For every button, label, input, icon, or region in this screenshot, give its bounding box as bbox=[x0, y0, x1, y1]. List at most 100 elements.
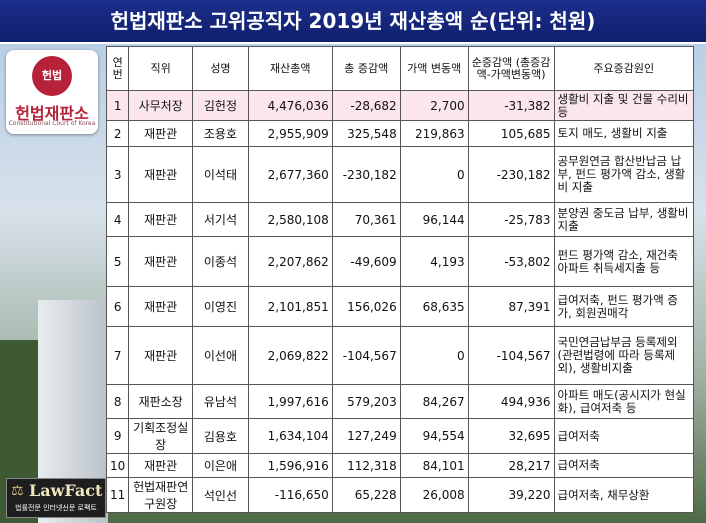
cell-change: 65,228 bbox=[331, 477, 401, 513]
header-no: 연번 bbox=[105, 46, 130, 91]
cell-change: -230,182 bbox=[331, 146, 401, 203]
cell-reason: 국민연금납부금 등록제외(관련법령에 따라 등록제외), 생활비지출 bbox=[553, 326, 695, 385]
cell-change: 70,361 bbox=[331, 202, 401, 237]
table-row: 2 재판관 조용호 2,955,909 325,548 219,863 105,685 토지 … bbox=[105, 120, 695, 147]
cell-total: 2,069,822 bbox=[247, 326, 333, 385]
cell-valuation: 26,008 bbox=[399, 477, 469, 513]
cell-no: 11 bbox=[105, 477, 130, 513]
asset-table: 연번 직위 성명 재산총액 총 증감액 가액 변동액 순증감액 (총증감액-가액… bbox=[105, 46, 695, 513]
cell-total: 2,207,862 bbox=[247, 236, 333, 287]
cell-no: 2 bbox=[105, 120, 130, 147]
header-position: 직위 bbox=[128, 46, 194, 91]
court-logo: 헌법 헌법재판소 Constitutional Court of Korea bbox=[6, 50, 98, 134]
table-row: 1 사무처장 김헌정 4,476,036 -28,682 2,700 -31,382 생활비 … bbox=[105, 90, 695, 121]
header-change: 총 증감액 bbox=[331, 46, 401, 91]
cell-name: 김용호 bbox=[192, 418, 249, 454]
cell-position: 재판관 bbox=[128, 453, 194, 478]
table-row: 9 기획조정실장 김용호 1,634,104 127,249 94,554 32,695 급여… bbox=[105, 418, 695, 454]
cell-name: 유남석 bbox=[192, 384, 249, 419]
cell-name: 김헌정 bbox=[192, 90, 249, 121]
header-valuation: 가액 변동액 bbox=[399, 46, 469, 91]
cell-no: 7 bbox=[105, 326, 130, 385]
court-emblem-icon: 헌법 bbox=[32, 56, 72, 96]
header-total: 재산총액 bbox=[247, 46, 333, 91]
header-net: 순증감액 (총증감액-가액변동액) bbox=[467, 46, 555, 91]
page-title: 헌법재판소 고위공직자 2019년 재산총액 순(단위: 천원) bbox=[0, 0, 706, 44]
lawfact-tagline: 법률전문 인터넷신문 로팩트 bbox=[15, 504, 97, 512]
cell-valuation: 0 bbox=[399, 326, 469, 385]
cell-reason: 급여저축, 펀드 평가액 증가, 회원권매각 bbox=[553, 286, 695, 327]
table-row: 10 재판관 이은애 1,596,916 112,318 84,101 28,217 급여저축 bbox=[105, 453, 695, 478]
cell-valuation: 84,101 bbox=[399, 453, 469, 478]
cell-valuation: 0 bbox=[399, 146, 469, 203]
cell-name: 이선애 bbox=[192, 326, 249, 385]
cell-name: 석인선 bbox=[192, 477, 249, 513]
cell-no: 10 bbox=[105, 453, 130, 478]
cell-no: 6 bbox=[105, 286, 130, 327]
court-logo-name: 헌법재판소 bbox=[15, 104, 89, 123]
cell-reason: 생활비 지출 및 건물 수리비 등 bbox=[553, 90, 695, 121]
cell-reason: 분양권 중도금 납부, 생활비 지출 bbox=[553, 202, 695, 237]
table-header-row: 연번 직위 성명 재산총액 총 증감액 가액 변동액 순증감액 (총증감액-가액… bbox=[105, 46, 695, 91]
header-name: 성명 bbox=[192, 46, 249, 91]
cell-total: 1,997,616 bbox=[247, 384, 333, 419]
cell-total: 1,634,104 bbox=[247, 418, 333, 454]
cell-valuation: 68,635 bbox=[399, 286, 469, 327]
cell-valuation: 94,554 bbox=[399, 418, 469, 454]
cell-valuation: 84,267 bbox=[399, 384, 469, 419]
table-row: 6 재판관 이영진 2,101,851 156,026 68,635 87,391 급여저축,… bbox=[105, 286, 695, 327]
cell-change: -104,567 bbox=[331, 326, 401, 385]
cell-position: 재판관 bbox=[128, 286, 194, 327]
table-row: 4 재판관 서기석 2,580,108 70,361 96,144 -25,783 분양권 중… bbox=[105, 202, 695, 237]
cell-position: 기획조정실장 bbox=[128, 418, 194, 454]
cell-name: 조용호 bbox=[192, 120, 249, 147]
cell-net: -104,567 bbox=[467, 326, 555, 385]
table-row: 3 재판관 이석태 2,677,360 -230,182 0 -230,182 공무원연금 합… bbox=[105, 146, 695, 203]
cell-net: 28,217 bbox=[467, 453, 555, 478]
cell-change: 127,249 bbox=[331, 418, 401, 454]
cell-position: 재판관 bbox=[128, 120, 194, 147]
cell-position: 재판관 bbox=[128, 146, 194, 203]
table-row: 11 헌법재판연구원장 석인선 -116,650 65,228 26,008 39,220 급… bbox=[105, 477, 695, 513]
table-row: 5 재판관 이종석 2,207,862 -49,609 4,193 -53,802 펀드 평가… bbox=[105, 236, 695, 287]
cell-no: 8 bbox=[105, 384, 130, 419]
cell-change: 325,548 bbox=[331, 120, 401, 147]
cell-no: 1 bbox=[105, 90, 130, 121]
cell-position: 사무처장 bbox=[128, 90, 194, 121]
cell-change: -49,609 bbox=[331, 236, 401, 287]
cell-no: 3 bbox=[105, 146, 130, 203]
cell-net: -230,182 bbox=[467, 146, 555, 203]
cell-name: 서기석 bbox=[192, 202, 249, 237]
cell-valuation: 4,193 bbox=[399, 236, 469, 287]
lawfact-watermark: ⚖ LawFact 법률전문 인터넷신문 로팩트 bbox=[6, 478, 106, 518]
cell-change: 112,318 bbox=[331, 453, 401, 478]
cell-total: 2,580,108 bbox=[247, 202, 333, 237]
cell-net: 494,936 bbox=[467, 384, 555, 419]
cell-net: -31,382 bbox=[467, 90, 555, 121]
cell-position: 재판관 bbox=[128, 202, 194, 237]
cell-valuation: 219,863 bbox=[399, 120, 469, 147]
cell-change: 579,203 bbox=[331, 384, 401, 419]
cell-net: 105,685 bbox=[467, 120, 555, 147]
cell-net: 32,695 bbox=[467, 418, 555, 454]
lawfact-name: LawFact bbox=[29, 481, 103, 500]
cell-total: 1,596,916 bbox=[247, 453, 333, 478]
cell-total: 2,677,360 bbox=[247, 146, 333, 203]
cell-valuation: 2,700 bbox=[399, 90, 469, 121]
cell-reason: 급여저축, 채무상환 bbox=[553, 477, 695, 513]
cell-total: 4,476,036 bbox=[247, 90, 333, 121]
cell-reason: 급여저축 bbox=[553, 453, 695, 478]
table-row: 7 재판관 이선애 2,069,822 -104,567 0 -104,567 국민연금납부금… bbox=[105, 326, 695, 385]
cell-position: 재판관 bbox=[128, 236, 194, 287]
court-logo-subtitle: Constitutional Court of Korea bbox=[8, 120, 96, 127]
cell-total: 2,101,851 bbox=[247, 286, 333, 327]
cell-position: 헌법재판연구원장 bbox=[128, 477, 194, 513]
scales-icon: ⚖ bbox=[11, 483, 24, 499]
cell-reason: 공무원연금 합산반납금 납부, 펀드 평가액 감소, 생활비 지출 bbox=[553, 146, 695, 203]
table-row: 8 재판소장 유남석 1,997,616 579,203 84,267 494,936 아파트… bbox=[105, 384, 695, 419]
cell-reason: 펀드 평가액 감소, 재건축 아파트 취득세지출 등 bbox=[553, 236, 695, 287]
cell-net: 39,220 bbox=[467, 477, 555, 513]
cell-change: -28,682 bbox=[331, 90, 401, 121]
cell-reason: 토지 매도, 생활비 지출 bbox=[553, 120, 695, 147]
header-reason: 주요증감원인 bbox=[553, 46, 695, 91]
